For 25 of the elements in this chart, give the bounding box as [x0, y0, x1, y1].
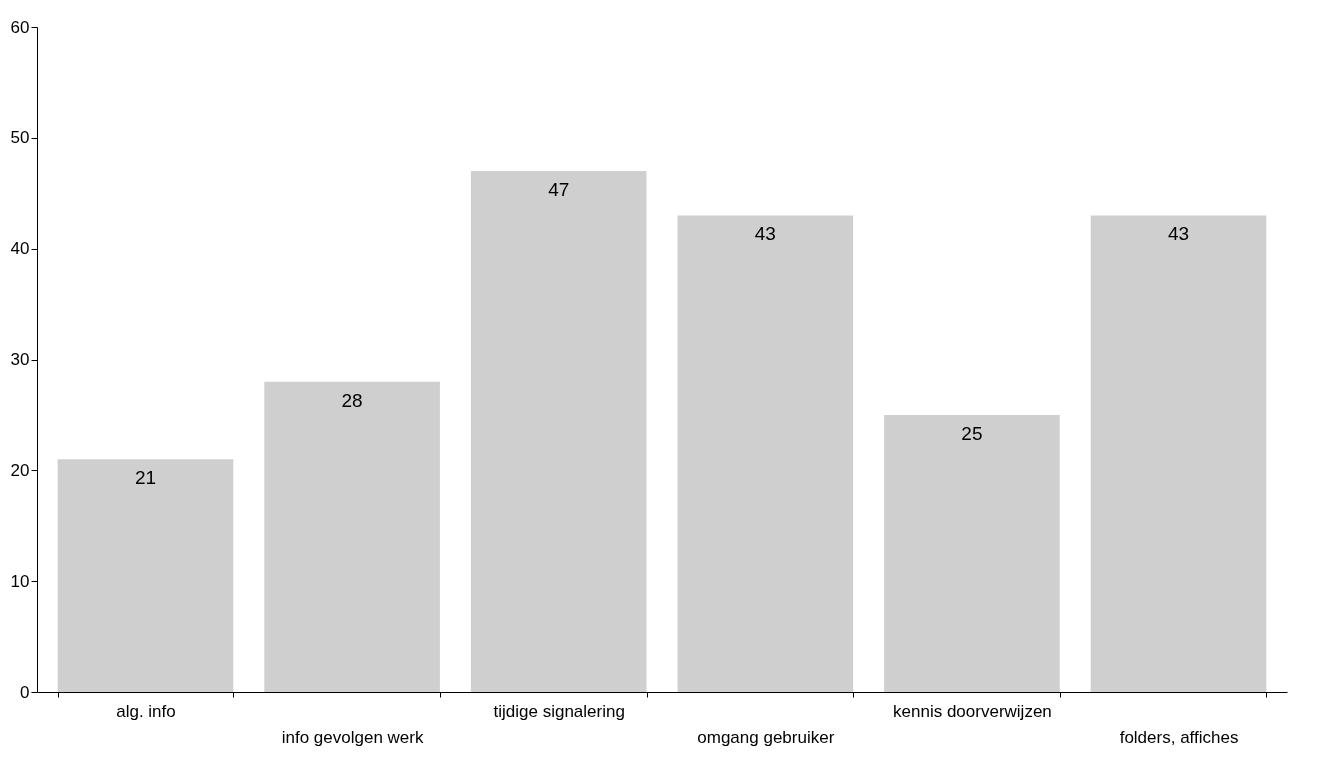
- bar: [884, 414, 1060, 692]
- y-tick-label: 50: [10, 128, 30, 148]
- data-label: 43: [754, 223, 776, 245]
- y-tick-label: 60: [10, 17, 30, 37]
- x-tick-label: tijdige signalering: [493, 701, 625, 721]
- bar: [1090, 215, 1267, 692]
- x-tick-label: info gevolgen werk: [281, 727, 424, 747]
- bar: [470, 171, 647, 692]
- y-tick-label: 10: [10, 571, 30, 591]
- y-tick-label: 0: [20, 682, 30, 702]
- data-label: 28: [341, 389, 363, 411]
- bar: [677, 215, 854, 692]
- bar: [264, 381, 440, 692]
- y-tick-label: 30: [10, 350, 30, 369]
- data-label: 43: [1167, 223, 1190, 245]
- data-label: 21: [134, 467, 157, 489]
- x-tick-label: kennis doorverwijzen: [893, 701, 1052, 721]
- data-label: 25: [961, 422, 983, 444]
- y-tick-label: 40: [10, 239, 30, 259]
- x-tick-label: folders, affiches: [1119, 727, 1239, 747]
- bar: [57, 459, 234, 692]
- y-tick-label: 20: [10, 460, 30, 480]
- x-tick-label: omgang gebruiker: [697, 727, 835, 747]
- x-tick-label: alg. info: [116, 701, 176, 721]
- data-label: 47: [548, 179, 570, 201]
